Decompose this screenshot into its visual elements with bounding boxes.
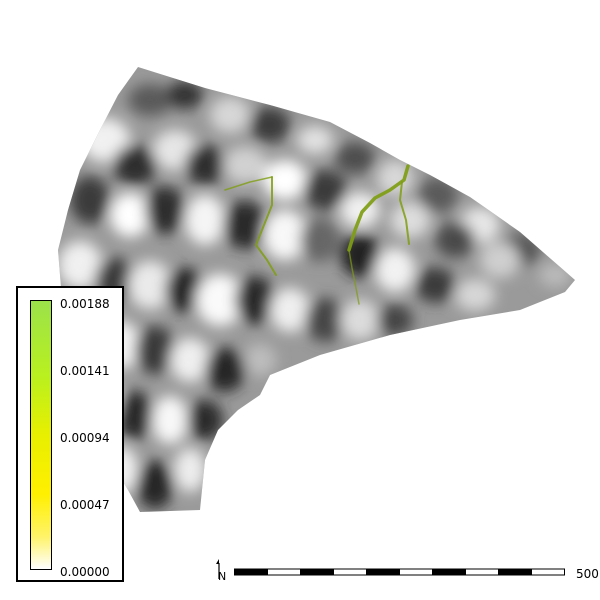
scale-bar-segment xyxy=(399,568,433,576)
scale-bar-segment xyxy=(465,568,499,576)
legend-label-3: 0.00094 xyxy=(60,431,110,445)
scale-bar-segment xyxy=(300,568,334,576)
north-arrow-label: N xyxy=(218,570,226,582)
north-arrow-icon: N xyxy=(216,559,226,582)
scale-bar-segment xyxy=(531,568,565,576)
scale-bar-segment xyxy=(366,568,400,576)
legend-label-min: 0.00000 xyxy=(60,565,110,579)
scale-bar-segment xyxy=(267,568,301,576)
scale-bar-segment xyxy=(432,568,466,576)
scale-bar-segment xyxy=(333,568,367,576)
scale-bar-graphic xyxy=(234,568,565,576)
legend-label-2: 0.00141 xyxy=(60,364,110,378)
scale-bar-segment xyxy=(498,568,532,576)
legend: 0.00188 0.00141 0.00094 0.00047 0.00000 xyxy=(16,286,124,582)
stream-network xyxy=(224,164,410,305)
scale-bar-label: 500 xyxy=(576,567,599,581)
scale-bar-segment xyxy=(234,568,268,576)
legend-label-4: 0.00047 xyxy=(60,498,110,512)
scale-bar: N 500 xyxy=(212,558,599,588)
legend-label-max: 0.00188 xyxy=(60,297,110,311)
legend-color-ramp xyxy=(30,300,52,570)
